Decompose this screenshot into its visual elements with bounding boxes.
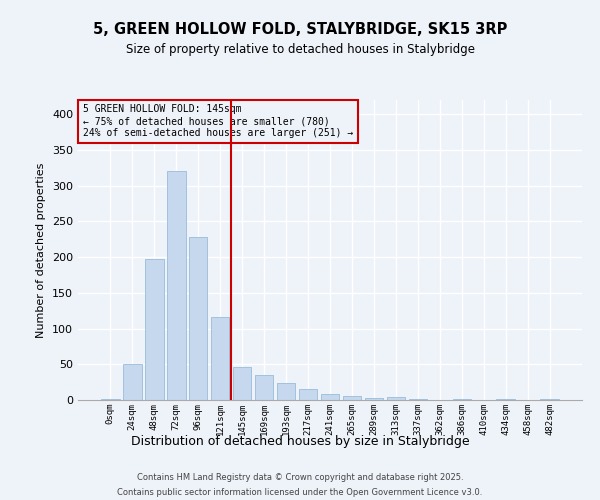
Bar — [541, 398, 559, 400]
Text: Contains public sector information licensed under the Open Government Licence v3: Contains public sector information licen… — [118, 488, 482, 497]
Bar — [233, 367, 251, 400]
Bar — [123, 364, 142, 400]
Bar — [452, 398, 471, 400]
Bar — [343, 396, 361, 400]
Bar — [101, 398, 119, 400]
Text: Distribution of detached houses by size in Stalybridge: Distribution of detached houses by size … — [131, 435, 469, 448]
Bar — [277, 383, 295, 400]
Text: 5 GREEN HOLLOW FOLD: 145sqm
← 75% of detached houses are smaller (780)
24% of se: 5 GREEN HOLLOW FOLD: 145sqm ← 75% of det… — [83, 104, 353, 138]
Bar — [255, 375, 274, 400]
Bar — [386, 397, 405, 400]
Text: Contains HM Land Registry data © Crown copyright and database right 2025.: Contains HM Land Registry data © Crown c… — [137, 473, 463, 482]
Text: 5, GREEN HOLLOW FOLD, STALYBRIDGE, SK15 3RP: 5, GREEN HOLLOW FOLD, STALYBRIDGE, SK15 … — [93, 22, 507, 38]
Y-axis label: Number of detached properties: Number of detached properties — [37, 162, 46, 338]
Bar — [189, 237, 208, 400]
Bar — [211, 317, 229, 400]
Bar — [145, 260, 164, 400]
Bar — [299, 390, 317, 400]
Bar — [320, 394, 340, 400]
Bar — [365, 398, 383, 400]
Text: Size of property relative to detached houses in Stalybridge: Size of property relative to detached ho… — [125, 42, 475, 56]
Bar — [167, 172, 185, 400]
